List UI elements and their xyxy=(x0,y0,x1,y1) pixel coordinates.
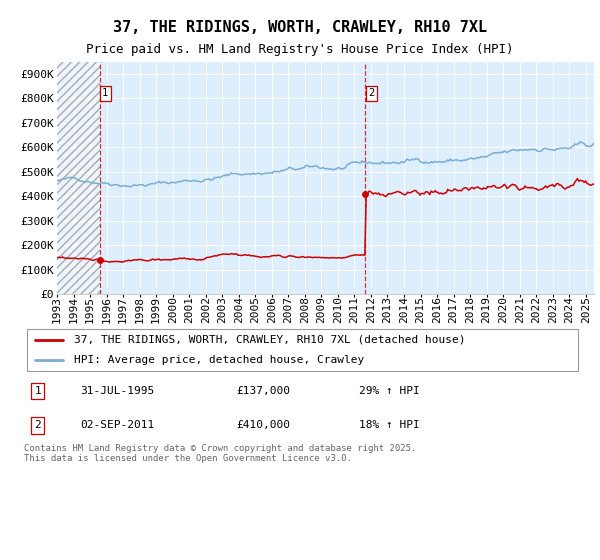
Text: 1994: 1994 xyxy=(68,296,79,323)
Bar xyxy=(57,62,100,294)
FancyBboxPatch shape xyxy=(27,329,578,371)
Text: 31-JUL-1995: 31-JUL-1995 xyxy=(80,386,154,396)
Text: 2015: 2015 xyxy=(416,296,425,323)
Text: 37, THE RIDINGS, WORTH, CRAWLEY, RH10 7XL (detached house): 37, THE RIDINGS, WORTH, CRAWLEY, RH10 7X… xyxy=(74,335,466,345)
Text: 2001: 2001 xyxy=(184,296,194,323)
Text: 2017: 2017 xyxy=(449,296,458,323)
Text: 2: 2 xyxy=(368,88,374,99)
Text: 2018: 2018 xyxy=(465,296,475,323)
Text: 1997: 1997 xyxy=(118,296,128,323)
Text: 1996: 1996 xyxy=(101,296,112,323)
Text: 2000: 2000 xyxy=(167,296,178,323)
Text: 1: 1 xyxy=(102,88,109,99)
Text: 2006: 2006 xyxy=(267,296,277,323)
Text: 2008: 2008 xyxy=(300,296,310,323)
Text: 2022: 2022 xyxy=(531,296,541,323)
Text: 2016: 2016 xyxy=(432,296,442,323)
Text: 2010: 2010 xyxy=(333,296,343,323)
Text: 1998: 1998 xyxy=(134,296,145,323)
Text: 2002: 2002 xyxy=(201,296,211,323)
Text: 1999: 1999 xyxy=(151,296,161,323)
Text: 02-SEP-2011: 02-SEP-2011 xyxy=(80,421,154,431)
Text: 37, THE RIDINGS, WORTH, CRAWLEY, RH10 7XL: 37, THE RIDINGS, WORTH, CRAWLEY, RH10 7X… xyxy=(113,20,487,35)
Text: 1995: 1995 xyxy=(85,296,95,323)
Text: HPI: Average price, detached house, Crawley: HPI: Average price, detached house, Craw… xyxy=(74,355,364,365)
Text: 2019: 2019 xyxy=(482,296,491,323)
Text: 2003: 2003 xyxy=(217,296,227,323)
Text: 2021: 2021 xyxy=(515,296,524,323)
Text: Contains HM Land Registry data © Crown copyright and database right 2025.
This d: Contains HM Land Registry data © Crown c… xyxy=(24,444,416,464)
Text: 2024: 2024 xyxy=(564,296,574,323)
Text: 2025: 2025 xyxy=(581,296,591,323)
Text: £137,000: £137,000 xyxy=(236,386,290,396)
Text: £410,000: £410,000 xyxy=(236,421,290,431)
Text: 2011: 2011 xyxy=(349,296,359,323)
Text: Price paid vs. HM Land Registry's House Price Index (HPI): Price paid vs. HM Land Registry's House … xyxy=(86,43,514,56)
Text: 2014: 2014 xyxy=(399,296,409,323)
Text: 1993: 1993 xyxy=(52,296,62,323)
Text: 2005: 2005 xyxy=(250,296,260,323)
Text: 2012: 2012 xyxy=(366,296,376,323)
Text: 29% ↑ HPI: 29% ↑ HPI xyxy=(359,386,419,396)
Text: 2023: 2023 xyxy=(548,296,557,323)
Bar xyxy=(57,62,100,294)
Text: 2: 2 xyxy=(35,421,41,431)
Text: 1: 1 xyxy=(35,386,41,396)
Text: 2007: 2007 xyxy=(283,296,293,323)
Text: 18% ↑ HPI: 18% ↑ HPI xyxy=(359,421,419,431)
Text: 2004: 2004 xyxy=(234,296,244,323)
Text: 2020: 2020 xyxy=(498,296,508,323)
Text: 2009: 2009 xyxy=(316,296,326,323)
Text: 2013: 2013 xyxy=(382,296,392,323)
